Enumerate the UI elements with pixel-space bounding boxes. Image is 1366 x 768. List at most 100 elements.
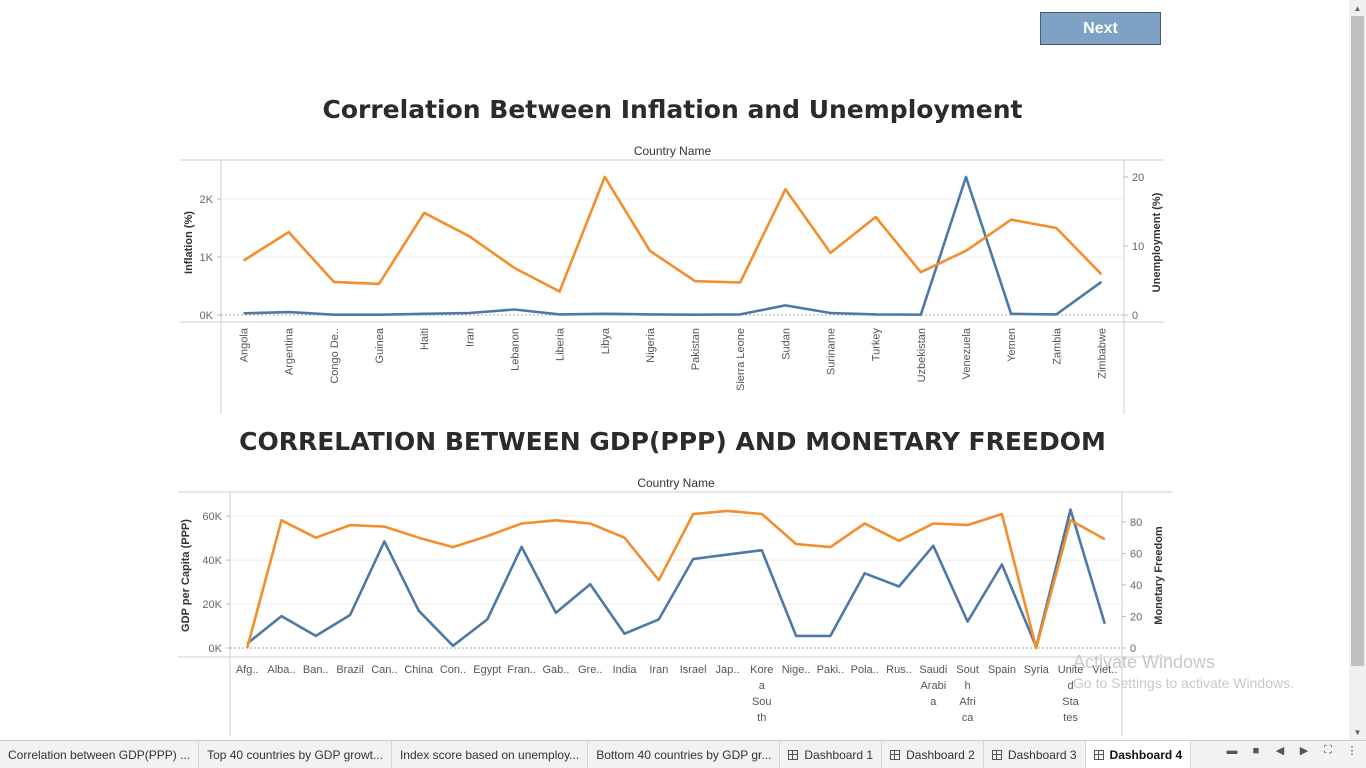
right-axis-title: Unemployment (%) bbox=[1151, 192, 1163, 292]
x-category-label: Suriname bbox=[826, 328, 838, 375]
sheet-tab-6[interactable]: Dashboard 2 bbox=[882, 741, 984, 768]
sheet-tab-label: Dashboard 3 bbox=[1007, 747, 1077, 762]
x-category-label: Zambia bbox=[1051, 327, 1063, 365]
layout-icon[interactable]: ▬ bbox=[1226, 744, 1238, 757]
fullscreen-icon[interactable]: ⛶ bbox=[1324, 744, 1332, 756]
x-category-label: Iran bbox=[649, 664, 668, 676]
left-tick-label: 60K bbox=[202, 511, 222, 523]
right-tick-label: 0 bbox=[1130, 643, 1136, 655]
x-category-label: Zimbabwe bbox=[1096, 328, 1108, 379]
x-category-label: Saudi Arabi a bbox=[919, 664, 947, 708]
prev-icon[interactable]: ◀ bbox=[1275, 745, 1285, 757]
x-category-label: Congo De.. bbox=[329, 328, 341, 384]
scrollbar-thumb[interactable] bbox=[1351, 16, 1364, 666]
x-category-label: Con.. bbox=[440, 664, 466, 676]
right-tick-label: 20 bbox=[1130, 611, 1142, 623]
sheet-tab-5[interactable]: Dashboard 1 bbox=[780, 741, 883, 768]
x-category-label: Afg.. bbox=[236, 664, 259, 676]
x-category-label: Syria bbox=[1024, 664, 1050, 676]
x-category-label: China bbox=[404, 664, 434, 676]
sheet-tab-2[interactable]: Top 40 countries by GDP growt... bbox=[199, 741, 392, 768]
left-tick-label: 2K bbox=[200, 194, 214, 206]
sheet-tab-4[interactable]: Bottom 40 countries by GDP gr... bbox=[588, 741, 781, 768]
x-category-label: Libya bbox=[600, 327, 612, 354]
x-category-label: Unite d Sta tes bbox=[1058, 664, 1084, 724]
sheet-tab-label: Bottom 40 countries by GDP gr... bbox=[596, 747, 772, 762]
x-header-label: Country Name bbox=[637, 476, 715, 490]
sheet-tab-label: Dashboard 2 bbox=[906, 747, 975, 762]
x-category-label: Gre.. bbox=[578, 664, 602, 676]
right-tick-label: 80 bbox=[1130, 517, 1142, 529]
right-tick-label: 60 bbox=[1130, 548, 1142, 560]
right-axis-title: Monetary Freedom bbox=[1153, 526, 1165, 625]
series-line-right bbox=[245, 509, 1106, 650]
x-category-label: Ban.. bbox=[303, 664, 329, 676]
sheet-tab-label: Correlation between GDP(PPP) ... bbox=[8, 747, 191, 762]
dashboard-grid-icon bbox=[1093, 749, 1104, 760]
scroll-down-arrow-icon[interactable]: ▼ bbox=[1353, 727, 1362, 737]
x-category-label: Egypt bbox=[473, 664, 501, 676]
x-category-label: Venezuela bbox=[961, 327, 973, 379]
x-category-label: Lebanon bbox=[509, 328, 521, 371]
left-tick-label: 40K bbox=[202, 555, 222, 567]
x-category-label: Rus.. bbox=[886, 664, 912, 676]
left-tick-label: 0K bbox=[209, 643, 223, 655]
x-category-label: Israel bbox=[680, 664, 707, 676]
sheet-nav-controls: ▬ ■ ◀ ▶ ⛶ ⋮ bbox=[1224, 744, 1360, 757]
x-category-label: Angola bbox=[239, 327, 251, 362]
more-icon[interactable]: ⋮ bbox=[1346, 745, 1358, 757]
x-category-label: Kore a Sou th bbox=[750, 664, 773, 724]
x-category-label: Sout h Afri ca bbox=[956, 664, 979, 724]
x-category-label: Nigeria bbox=[645, 327, 657, 363]
left-axis-title: GDP per Capita (PPP) bbox=[180, 519, 192, 632]
x-category-label: Guinea bbox=[374, 327, 386, 363]
left-tick-label: 1K bbox=[200, 252, 214, 264]
x-category-label: Fran.. bbox=[507, 664, 536, 676]
x-category-label: Uzbekistan bbox=[916, 328, 928, 382]
view-icon[interactable]: ■ bbox=[1252, 744, 1260, 757]
x-category-label: Liberia bbox=[555, 327, 567, 361]
x-category-label: Argentina bbox=[284, 327, 296, 375]
sheet-tab-bar: Correlation between GDP(PPP) ... Top 40 c… bbox=[0, 740, 1366, 768]
sheet-tab-1[interactable]: Correlation between GDP(PPP) ... bbox=[0, 741, 200, 768]
left-tick-label: 0K bbox=[200, 310, 214, 322]
x-category-label: Turkey bbox=[871, 328, 883, 362]
left-axis-title: Inflation (%) bbox=[183, 211, 195, 274]
sheet-tab-8[interactable]: Dashboard 4 bbox=[1085, 741, 1192, 768]
series-line-left bbox=[243, 175, 1103, 317]
right-tick-label: 40 bbox=[1130, 580, 1142, 592]
x-category-label: India bbox=[613, 664, 638, 676]
chart-title-gdp-monetary-freedom: CORRELATION BETWEEN GDP(PPP) AND MONETAR… bbox=[239, 427, 1106, 456]
sheet-tab-3[interactable]: Index score based on unemploy... bbox=[392, 741, 589, 768]
dashboard-grid-icon bbox=[788, 749, 799, 760]
x-category-label: Paki.. bbox=[817, 664, 845, 676]
x-category-label: Iran bbox=[464, 328, 476, 347]
sheet-tab-label: Dashboard 1 bbox=[804, 747, 874, 762]
next-button[interactable]: Next bbox=[1040, 12, 1161, 45]
sheet-tab-7[interactable]: Dashboard 3 bbox=[984, 741, 1086, 768]
x-category-label: Pakistan bbox=[690, 328, 702, 370]
x-category-label: Jap.. bbox=[716, 664, 740, 676]
x-category-label: Spain bbox=[988, 664, 1016, 676]
x-category-label: Yemen bbox=[1006, 328, 1018, 362]
x-category-label: Viet.. bbox=[1092, 664, 1117, 676]
x-category-label: Brazil bbox=[336, 664, 364, 676]
sheet-tab-label: Index score based on unemploy... bbox=[399, 747, 580, 762]
left-tick-label: 20K bbox=[202, 599, 222, 611]
x-category-label: Can.. bbox=[371, 664, 397, 676]
sheet-tab-label: Dashboard 4 bbox=[1109, 747, 1183, 762]
dashboard-grid-icon bbox=[991, 749, 1002, 760]
dashboard-grid-icon bbox=[890, 749, 901, 760]
right-tick-label: 10 bbox=[1132, 241, 1144, 253]
scroll-up-arrow-icon[interactable]: ▲ bbox=[1353, 3, 1362, 13]
x-category-label: Gab.. bbox=[542, 664, 569, 676]
x-category-label: Pola.. bbox=[851, 664, 879, 676]
next-icon[interactable]: ▶ bbox=[1299, 745, 1309, 757]
right-tick-label: 0 bbox=[1132, 310, 1138, 322]
chart-title-inflation-unemployment: Correlation Between Inflation and Unempl… bbox=[322, 95, 1023, 124]
sheet-tab-label: Top 40 countries by GDP growt... bbox=[207, 747, 383, 762]
right-tick-label: 20 bbox=[1132, 172, 1144, 184]
x-category-label: Alba.. bbox=[267, 664, 295, 676]
